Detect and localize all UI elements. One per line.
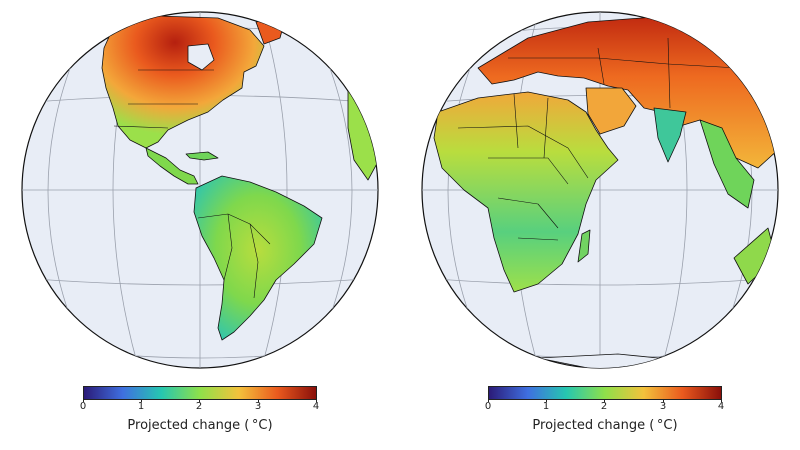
- madagascar: [577, 229, 591, 263]
- colorbar: [488, 386, 722, 400]
- tick-label: 4: [312, 401, 320, 412]
- tick-label: 2: [600, 401, 608, 412]
- africa: [433, 91, 619, 293]
- southeast-asia: [699, 119, 755, 209]
- tick-label: 0: [484, 401, 492, 412]
- south-america: [193, 175, 323, 341]
- north-america: [101, 15, 265, 149]
- tick-label: 4: [717, 401, 725, 412]
- colorbar-label: Projected change ( °C): [127, 418, 273, 433]
- colorbar-ticks: 0 1 2 3 4: [79, 399, 320, 417]
- central-america: [145, 147, 199, 185]
- tick-label: 1: [542, 401, 550, 412]
- hudson-bay: [187, 43, 215, 71]
- globe-africa-eurasia: [421, 11, 779, 369]
- colorbar-ticks: 0 1 2 3 4: [484, 399, 725, 417]
- india: [653, 107, 687, 163]
- colorbar-label: Projected change ( °C): [532, 418, 678, 433]
- country-borders: [457, 37, 739, 241]
- tick-label: 3: [659, 401, 667, 412]
- tick-label: 1: [137, 401, 145, 412]
- map-panel-americas: 0 1 2 3 4 Projected change ( °C): [21, 11, 379, 433]
- arabian-peninsula: [585, 87, 637, 135]
- tick-label: 3: [254, 401, 262, 412]
- globe-americas: [21, 11, 379, 369]
- tick-label: 2: [195, 401, 203, 412]
- tick-label: 0: [79, 401, 87, 412]
- country-borders: [113, 69, 271, 299]
- caribbean: [185, 151, 219, 161]
- colorbar: [83, 386, 317, 400]
- map-panel-africa-eurasia: 0 1 2 3 4 Projected change ( °C): [400, 0, 800, 450]
